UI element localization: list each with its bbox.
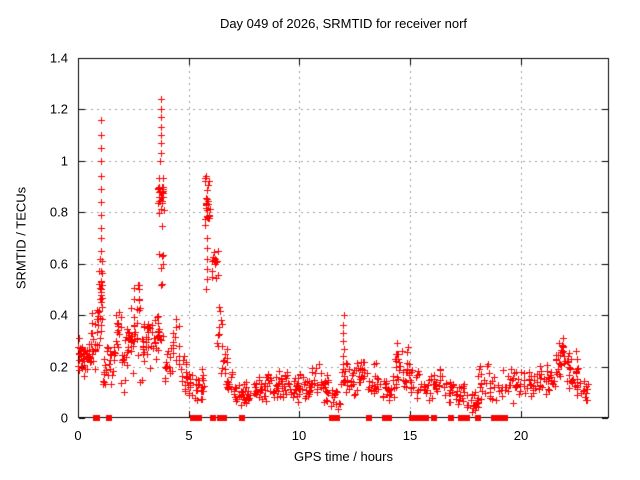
y-tick-label-0-8: 0.8	[49, 204, 68, 220]
x-tick-label-10: 10	[291, 428, 307, 443]
chart-title: Day 049 of 2026, SRMTID for receiver nor…	[219, 16, 468, 31]
y-tick-label-1: 1	[60, 153, 68, 169]
y-tick-label-1-4: 1.4	[49, 50, 68, 66]
y-tick-label-0-4: 0.4	[49, 307, 68, 323]
x-tick-label-0: 0	[74, 428, 82, 443]
y-tick-label-0-2: 0.2	[49, 359, 68, 375]
x-tick-label-5: 5	[185, 428, 193, 443]
y-tick-label-0-6: 0.6	[49, 256, 68, 272]
y-axis-label: SRMTID / TECUs	[13, 186, 29, 290]
x-tick-label-20: 20	[513, 428, 529, 443]
x-axis-label: GPS time / hours	[294, 449, 393, 464]
x-tick-label-15: 15	[402, 428, 418, 443]
y-tick-label-0: 0	[60, 410, 68, 426]
y-tick-label-1-2: 1.2	[49, 101, 68, 117]
